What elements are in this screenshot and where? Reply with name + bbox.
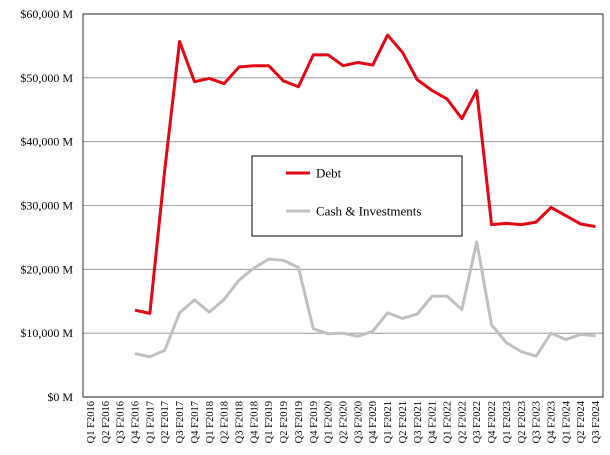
y-tick-label: $60,000 M	[20, 7, 73, 21]
x-tick-label: Q3 F2021	[413, 401, 424, 443]
x-tick-label: Q3 F2023	[532, 401, 543, 443]
legend-box	[251, 155, 463, 237]
x-tick-label: Q2 F2017	[160, 401, 171, 443]
x-tick-label: Q3 F2024	[591, 400, 602, 443]
x-tick-label: Q3 F2022	[472, 401, 483, 443]
legend-label-cash-investments: Cash & Investments	[316, 204, 421, 219]
y-tick-label: $10,000 M	[20, 326, 73, 340]
x-tick-label: Q1 F2023	[502, 401, 513, 443]
x-tick-label: Q2 F2020	[339, 401, 350, 443]
x-tick-label: Q2 F2024	[576, 400, 587, 443]
x-tick-label: Q1 F2019	[264, 401, 275, 443]
x-tick-label: Q1 F2020	[324, 401, 335, 443]
x-tick-label: Q3 F2017	[175, 401, 186, 443]
x-tick-label: Q1 F2021	[383, 401, 394, 443]
x-tick-label: Q1 F2017	[145, 401, 156, 443]
y-tick-label: $40,000 M	[20, 135, 73, 149]
x-tick-label: Q4 F2018	[249, 401, 260, 443]
x-tick-label: Q1 F2018	[205, 401, 216, 443]
y-tick-label: $0 M	[47, 390, 73, 404]
legend-label-debt: Debt	[316, 166, 342, 181]
x-tick-label: Q2 F2019	[279, 401, 290, 443]
x-tick-label: Q3 F2018	[235, 401, 246, 443]
y-tick-label: $50,000 M	[20, 71, 73, 85]
x-tick-label: Q4 F2017	[190, 401, 201, 443]
x-tick-label: Q1 F2022	[443, 401, 454, 443]
series-line-cash-investments	[134, 240, 596, 359]
y-tick-label: $20,000 M	[20, 262, 73, 276]
x-tick-label: Q2 F2023	[517, 401, 528, 443]
x-tick-label: Q4 F2022	[487, 401, 498, 443]
x-tick-label: Q4 F2019	[309, 401, 320, 443]
legend: Debt Cash & Investments	[251, 155, 463, 237]
x-tick-label: Q3 F2016	[116, 401, 127, 443]
x-tick-label: Q4 F2021	[428, 401, 439, 443]
series-line-debt	[134, 33, 596, 315]
x-axis-tick-labels: Q1 F2016 Q2 F2016 Q3 F2016 Q4 F2016 Q1 F2017…	[86, 400, 602, 443]
x-tick-label: Q4 F2020	[368, 401, 379, 443]
x-tick-label: Q1 F2024	[561, 400, 572, 443]
y-axis-tick-labels: $0 M $10,000 M $20,000 M $30,000 M $40,000 M…	[20, 7, 73, 404]
series-lines	[134, 33, 596, 359]
plot-area-frame	[82, 13, 604, 398]
x-tick-label: Q4 F2016	[131, 401, 142, 443]
x-tick-label: Q3 F2020	[353, 401, 364, 443]
x-tick-label: Q4 F2023	[547, 401, 558, 443]
x-tick-label: Q2 F2021	[398, 401, 409, 443]
y-tick-label: $30,000 M	[20, 199, 73, 213]
x-tick-label: Q3 F2019	[294, 401, 305, 443]
x-tick-label: Q2 F2016	[101, 401, 112, 443]
x-tick-label: Q2 F2018	[220, 401, 231, 443]
x-tick-label: Q1 F2016	[86, 401, 97, 443]
x-tick-label: Q2 F2022	[457, 401, 468, 443]
